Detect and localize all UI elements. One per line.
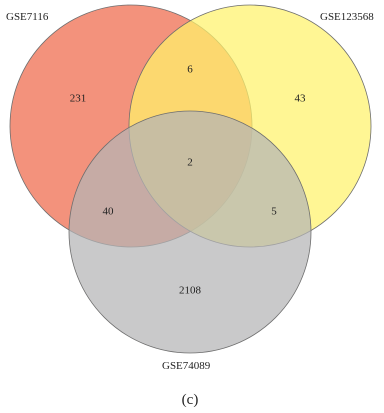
count-all-three: 2 bbox=[187, 157, 193, 169]
count-gse74089-only: 2108 bbox=[179, 285, 202, 297]
set-label-gse123568: GSE123568 bbox=[320, 11, 374, 23]
set-circle-gse74089 bbox=[68, 110, 312, 354]
count-gse7116-gse123568: 6 bbox=[187, 64, 193, 76]
set-label-gse74089: GSE74089 bbox=[162, 360, 211, 372]
set-label-gse7116: GSE7116 bbox=[6, 11, 49, 23]
count-gse7116-only: 231 bbox=[70, 93, 87, 105]
count-gse7116-gse74089: 40 bbox=[103, 206, 115, 218]
count-gse123568-gse74089: 5 bbox=[271, 206, 277, 218]
figure-caption: (c) bbox=[182, 392, 199, 408]
count-gse123568-only: 43 bbox=[295, 93, 307, 105]
